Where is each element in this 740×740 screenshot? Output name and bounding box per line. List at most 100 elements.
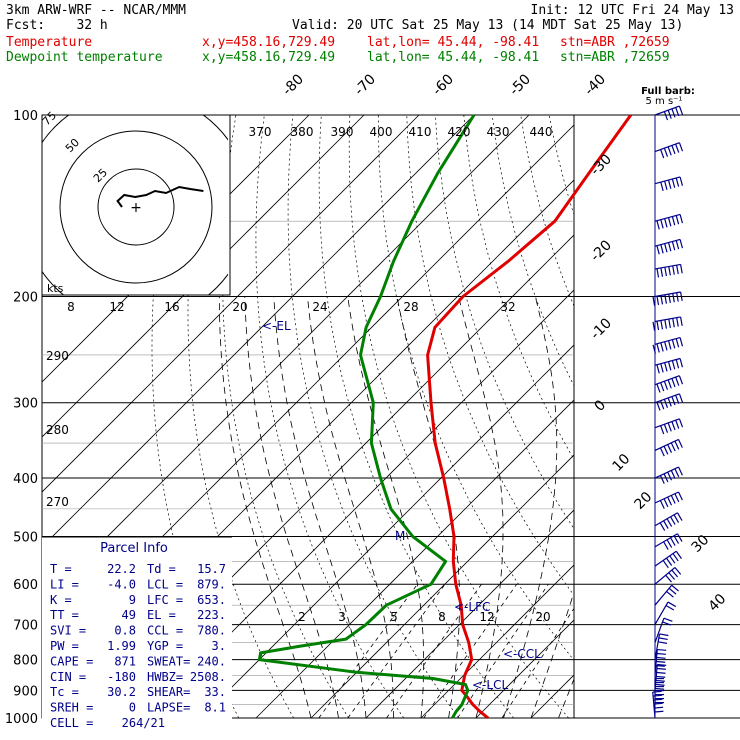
- wind-barb-layer: [652, 105, 684, 719]
- isotherm-50: [641, 115, 740, 718]
- isotherm--90: [42, 115, 475, 548]
- theta-label-390: 390: [331, 125, 354, 139]
- barb-feather: [658, 637, 668, 641]
- barb-staff: [654, 142, 680, 153]
- isotherm-0: [365, 509, 574, 719]
- barb-feather: [672, 553, 679, 562]
- barb-legend-unit: 5 m s⁻¹: [646, 96, 683, 107]
- barb-feather: [667, 217, 672, 227]
- mixing-ratio-2: [318, 583, 418, 719]
- ccl-marker: <-CCL: [503, 647, 541, 661]
- barb-feather: [667, 146, 672, 156]
- barb-feather: [678, 466, 683, 476]
- dry-adiabat-430: [692, 115, 740, 718]
- valid-time: Valid: 20 UTC Sat 25 May 13 (14 MDT Sat …: [292, 18, 684, 33]
- wind-barb: [652, 690, 664, 719]
- dewpoint-station: stn=ABR ,72659: [560, 50, 670, 65]
- barb-staff: [654, 263, 681, 270]
- isotherm-label--40: -40: [582, 71, 609, 98]
- parcel-key: SHEAR=: [147, 685, 190, 699]
- barb-staff: [652, 692, 656, 719]
- isobar-label-100: 100: [13, 109, 38, 124]
- isobar-label-500: 500: [13, 530, 38, 545]
- isotherm-30: [530, 674, 574, 719]
- speed-scale-12: 12: [109, 300, 124, 314]
- theta-label-420: 420: [448, 125, 471, 139]
- barb-feather: [667, 422, 672, 432]
- barb-feather: [656, 667, 666, 670]
- barb-feather: [656, 321, 660, 331]
- parcel-value: 1.99: [107, 639, 136, 653]
- parcel-key: HWBZ=: [147, 670, 183, 684]
- parcel-key: LI =: [50, 577, 79, 591]
- wind-barb: [652, 291, 683, 306]
- parcel-row: K = 9 LFC = 653.: [50, 593, 226, 607]
- isotherm-20: [475, 619, 574, 719]
- isotherm--40: [145, 289, 574, 719]
- mixing-ratio-label-5: 5: [390, 610, 398, 624]
- wind-barb: [654, 491, 683, 509]
- dry-adiabat-440: [720, 115, 740, 718]
- barb-feather: [662, 560, 669, 569]
- forecast-hour: Fcst: 32 h: [6, 18, 108, 33]
- temperature-legend-label: Temperature: [6, 35, 93, 50]
- barb-feather: [656, 268, 660, 278]
- init-time: Init: 12 UTC Fri 24 May 13: [530, 3, 735, 18]
- parcel-row: T = 22.2 Td = 15.7: [50, 562, 226, 576]
- theta-label-430: 430: [487, 125, 510, 139]
- barb-feather: [671, 569, 679, 578]
- barb-feather: [664, 218, 668, 228]
- parcel-box-bg: [42, 537, 232, 720]
- barb-feather: [668, 266, 671, 276]
- dry-adiabat-310: [348, 115, 569, 719]
- barb-feather: [679, 176, 684, 186]
- barb-feather: [670, 442, 676, 452]
- model-title: 3km ARW-WRF -- NCAR/MMM: [6, 3, 187, 18]
- barb-feather: [660, 400, 665, 410]
- parcel-key: Tc =: [50, 685, 79, 699]
- isobar-label-600: 600: [13, 578, 38, 593]
- isotherm-label-0: 0: [592, 397, 610, 415]
- speed-scale-20: 20: [232, 300, 247, 314]
- parcel-value: 2508.: [190, 670, 226, 684]
- theta-label-380: 380: [291, 125, 314, 139]
- wind-barb: [654, 263, 683, 278]
- parcel-value: 30.2: [107, 685, 136, 699]
- wind-barb: [654, 584, 679, 606]
- barb-feather: [671, 360, 676, 370]
- barb-feather: [668, 587, 677, 595]
- dewpoint-xy: x,y=458.16,729.49: [202, 50, 336, 65]
- barb-feather: [675, 215, 680, 225]
- barb-feather: [667, 179, 672, 189]
- barb-feather: [675, 359, 680, 369]
- parcel-key: YGP =: [147, 639, 183, 653]
- barb-feather: [678, 491, 683, 501]
- dry-adiabat-340: [434, 115, 574, 530]
- theta-label-440: 440: [530, 125, 553, 139]
- profile-layer: [257, 114, 633, 720]
- parcel-value: -4.0: [107, 577, 136, 591]
- barb-feather: [655, 683, 665, 686]
- dry-adiabat-300: [318, 115, 514, 719]
- barb-feather: [656, 220, 660, 230]
- barb-feather: [675, 550, 682, 559]
- wind-barb: [652, 336, 684, 354]
- barb-feather: [652, 296, 656, 306]
- barb-staff: [654, 336, 681, 345]
- barb-feather: [676, 317, 679, 327]
- wind-barb: [654, 438, 683, 457]
- barb-feather: [657, 663, 667, 666]
- barb-feather: [675, 240, 680, 250]
- dry-adiabat-290: [287, 115, 459, 719]
- parcel-value: 223.: [197, 608, 226, 622]
- moist-adiabat-5: [307, 296, 394, 718]
- barb-feather: [662, 621, 672, 626]
- barb-feather: [664, 180, 668, 190]
- isotherm-label-30: 30: [689, 532, 713, 556]
- dry-adiabat-360: [491, 115, 574, 387]
- parcel-key: CCL =: [147, 624, 183, 638]
- barb-feather: [664, 341, 668, 351]
- barb-feather: [660, 181, 664, 192]
- barb-staff: [654, 375, 680, 386]
